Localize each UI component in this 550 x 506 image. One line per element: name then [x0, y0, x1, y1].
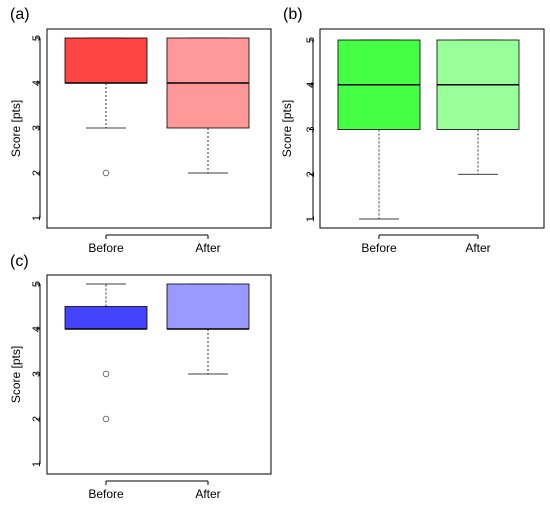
y-tick-label: 4 — [305, 82, 317, 88]
x-tick-label: After — [195, 241, 220, 255]
y-axis-label: Score [pts] — [280, 100, 294, 157]
outlier-point — [102, 370, 110, 378]
panel-label: (a) — [10, 6, 30, 23]
box-after — [436, 39, 520, 175]
y-tick-label: 2 — [31, 416, 43, 422]
y-tick-label: 1 — [31, 461, 43, 467]
box-before — [64, 283, 148, 423]
box-after — [166, 283, 250, 375]
plot-frame — [319, 28, 545, 229]
y-tick-label: 5 — [305, 37, 317, 43]
y-axis-label: Score [pts] — [9, 100, 23, 157]
panel-label: (b) — [283, 6, 303, 23]
y-tick-label: 2 — [31, 170, 43, 176]
x-tick-label: Before — [88, 241, 124, 255]
box-body — [166, 283, 250, 330]
y-tick-label: 1 — [305, 216, 317, 222]
outlier-point — [102, 415, 110, 423]
y-tick-label: 2 — [305, 171, 317, 177]
x-tick-label: Before — [361, 241, 397, 255]
x-tick-label: After — [195, 487, 220, 501]
plot-frame — [46, 274, 272, 475]
y-tick-label: 4 — [31, 326, 43, 332]
plot-frame — [46, 28, 272, 229]
chart-panel-3: (c) 1 2 3 4 5 Score [pts] Before After — [9, 253, 272, 501]
x-tick-label: After — [465, 241, 490, 255]
outlier-point — [102, 169, 110, 177]
y-tick-label: 3 — [305, 126, 317, 132]
y-tick-label: 4 — [31, 80, 43, 86]
x-tick-label: Before — [88, 487, 124, 501]
y-tick-label: 3 — [31, 371, 43, 377]
y-axis-label: Score [pts] — [9, 346, 23, 403]
box-before — [64, 37, 148, 177]
box-body — [64, 37, 148, 84]
box-before — [337, 39, 421, 220]
y-tick-label: 1 — [31, 215, 43, 221]
chart-panel-1: (a) 1 2 3 4 5 Score [pts] Before After — [9, 6, 272, 255]
chart-panel-2: (b) 1 2 3 4 5 Score [pts] Before After — [280, 6, 545, 255]
y-tick-label: 5 — [31, 35, 43, 41]
box-after — [166, 37, 250, 174]
panel-label: (c) — [10, 253, 29, 270]
box-body — [64, 306, 148, 330]
y-tick-label: 3 — [31, 125, 43, 131]
y-tick-label: 5 — [31, 281, 43, 287]
